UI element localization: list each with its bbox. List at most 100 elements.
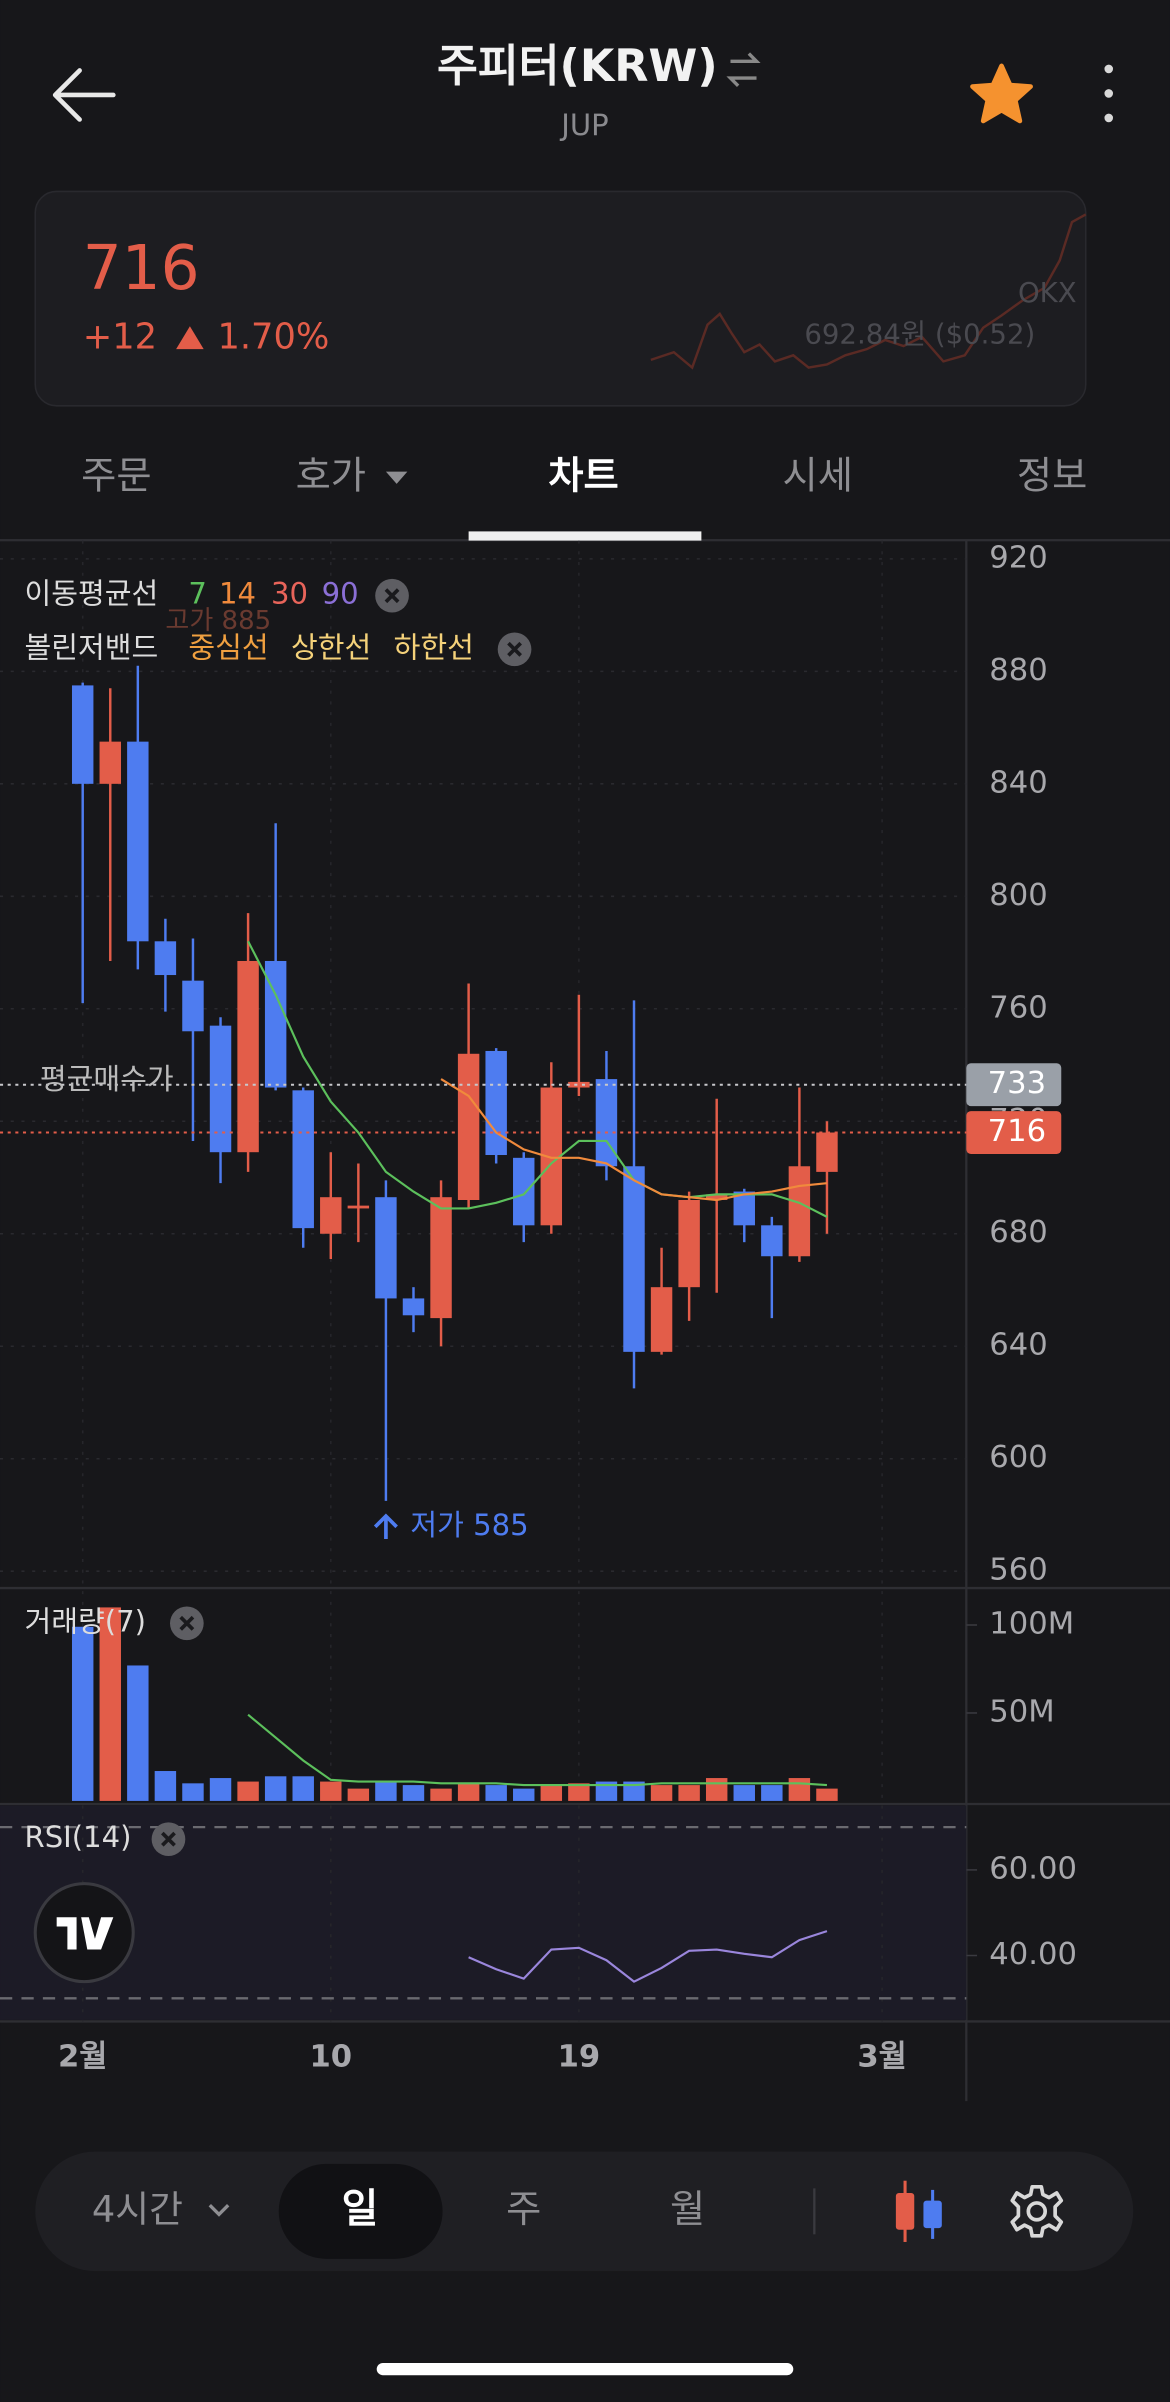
volume-bar (320, 1781, 342, 1801)
rsi-panel (0, 1805, 967, 2020)
volume-label: 거래량(7) (25, 1604, 146, 1638)
average-buy-value: 733 (988, 1066, 1046, 1101)
volume-bar (485, 1785, 507, 1801)
candle-body (292, 1090, 314, 1229)
candle-body (761, 1225, 783, 1257)
volume-bar (513, 1788, 535, 1801)
volume-bar (650, 1785, 673, 1801)
candle-body (650, 1287, 673, 1352)
current-price: 716 (83, 233, 200, 304)
x-tick-label: 2월 (58, 2040, 107, 2075)
volume-bar (402, 1785, 425, 1801)
volume-tick-label: 100M (989, 1607, 1074, 1642)
candle-body (320, 1197, 342, 1234)
candle-body (209, 1025, 232, 1153)
volume-bar (182, 1783, 204, 1801)
tradingview-logo (33, 1882, 135, 1984)
volume-tick-label: 50M (989, 1694, 1054, 1729)
back-button[interactable] (52, 68, 116, 122)
volume-bar (816, 1788, 838, 1801)
legend-item: 14 (219, 577, 256, 611)
change-percent: 1.70% (217, 316, 329, 357)
period-option[interactable]: 주 (506, 2187, 541, 2232)
exchange: OKX (1018, 277, 1077, 309)
average-buy-tag (966, 1063, 1062, 1107)
volume-bar (99, 1607, 121, 1801)
candle-body (595, 1079, 618, 1167)
candle-body (623, 1166, 645, 1352)
candle-body (705, 1194, 728, 1201)
volume-bar (71, 1626, 94, 1801)
current-price-value: 716 (988, 1114, 1046, 1149)
title: 주피터(KRW) (437, 41, 718, 92)
volume-bar (705, 1778, 728, 1801)
legend-item: 중심선 (188, 630, 268, 664)
price-change: +12 (83, 316, 157, 357)
candle-body (347, 1205, 370, 1209)
legend-label: 볼린저밴드 (25, 630, 159, 664)
close-button[interactable] (151, 1822, 186, 1857)
candle-body (237, 960, 259, 1153)
legend-item: 하한선 (394, 630, 474, 664)
candle-body (485, 1050, 507, 1156)
dropdown-caret (385, 471, 408, 484)
candle-body (540, 1087, 563, 1226)
interval-caret (208, 2204, 230, 2217)
price-card[interactable] (34, 190, 1087, 407)
volume-bar (678, 1785, 700, 1801)
tab[interactable]: 시세 (783, 453, 853, 498)
period-option[interactable]: 월 (670, 2187, 705, 2232)
swap-icon[interactable] (726, 52, 761, 87)
y-tick-label: 600 (989, 1440, 1047, 1475)
volume-bar (127, 1665, 149, 1801)
rsi-label: RSI(14) (25, 1820, 132, 1854)
close-button[interactable] (169, 1606, 204, 1641)
tab[interactable]: 호가 (296, 453, 366, 498)
legend-label: 이동평균선 (25, 577, 159, 611)
volume-bar (292, 1776, 314, 1801)
more-menu[interactable] (1104, 64, 1114, 123)
logo-mark (56, 1917, 114, 1950)
plot: 9208808408007607206806406005602월10193월10… (0, 540, 1077, 2075)
volume-bar (595, 1781, 618, 1801)
home-indicator (376, 2362, 794, 2376)
rsi-line (468, 1930, 828, 1983)
volume-bar (347, 1788, 370, 1801)
tab[interactable]: 정보 (1017, 453, 1087, 498)
favorite-star[interactable] (970, 63, 1033, 124)
candle-body (816, 1132, 838, 1172)
candle-body (402, 1298, 425, 1316)
x-tick-label: 10 (309, 2040, 352, 2075)
menu-dot (1104, 89, 1114, 98)
reference-price: 692.84원 ($0.52) (804, 318, 1035, 350)
high-label: 고가 885 (165, 606, 271, 636)
up-triangle (176, 326, 204, 350)
current-price-tag (966, 1111, 1062, 1154)
icon-body (895, 2192, 915, 2230)
toolbar-divider (813, 2188, 816, 2235)
settings-button[interactable] (1010, 2185, 1064, 2238)
legend-item: 30 (271, 577, 308, 611)
y-tick-label: 840 (989, 765, 1047, 800)
close-x (384, 588, 400, 604)
period-option[interactable]: 일 (342, 2186, 379, 2232)
x-tick-label: 3월 (857, 2040, 906, 2075)
candle-body (127, 741, 149, 942)
tab-indicator (468, 531, 702, 541)
volume-bar (237, 1781, 259, 1801)
swap-arrows (726, 52, 761, 87)
close-x (179, 1615, 195, 1631)
chart-type-button[interactable] (895, 2180, 942, 2242)
close-button[interactable] (375, 578, 409, 613)
close-button[interactable] (497, 632, 532, 667)
volume-bar (457, 1783, 480, 1801)
interval-select[interactable]: 4시간 (92, 2188, 183, 2231)
candle-body (71, 685, 94, 784)
candle-body (99, 741, 121, 784)
volume-bar (154, 1771, 177, 1801)
toolbar (35, 2151, 1134, 2272)
sparkline (650, 213, 1087, 370)
tab[interactable]: 주문 (81, 453, 151, 498)
tab-active[interactable]: 차트 (548, 453, 618, 498)
